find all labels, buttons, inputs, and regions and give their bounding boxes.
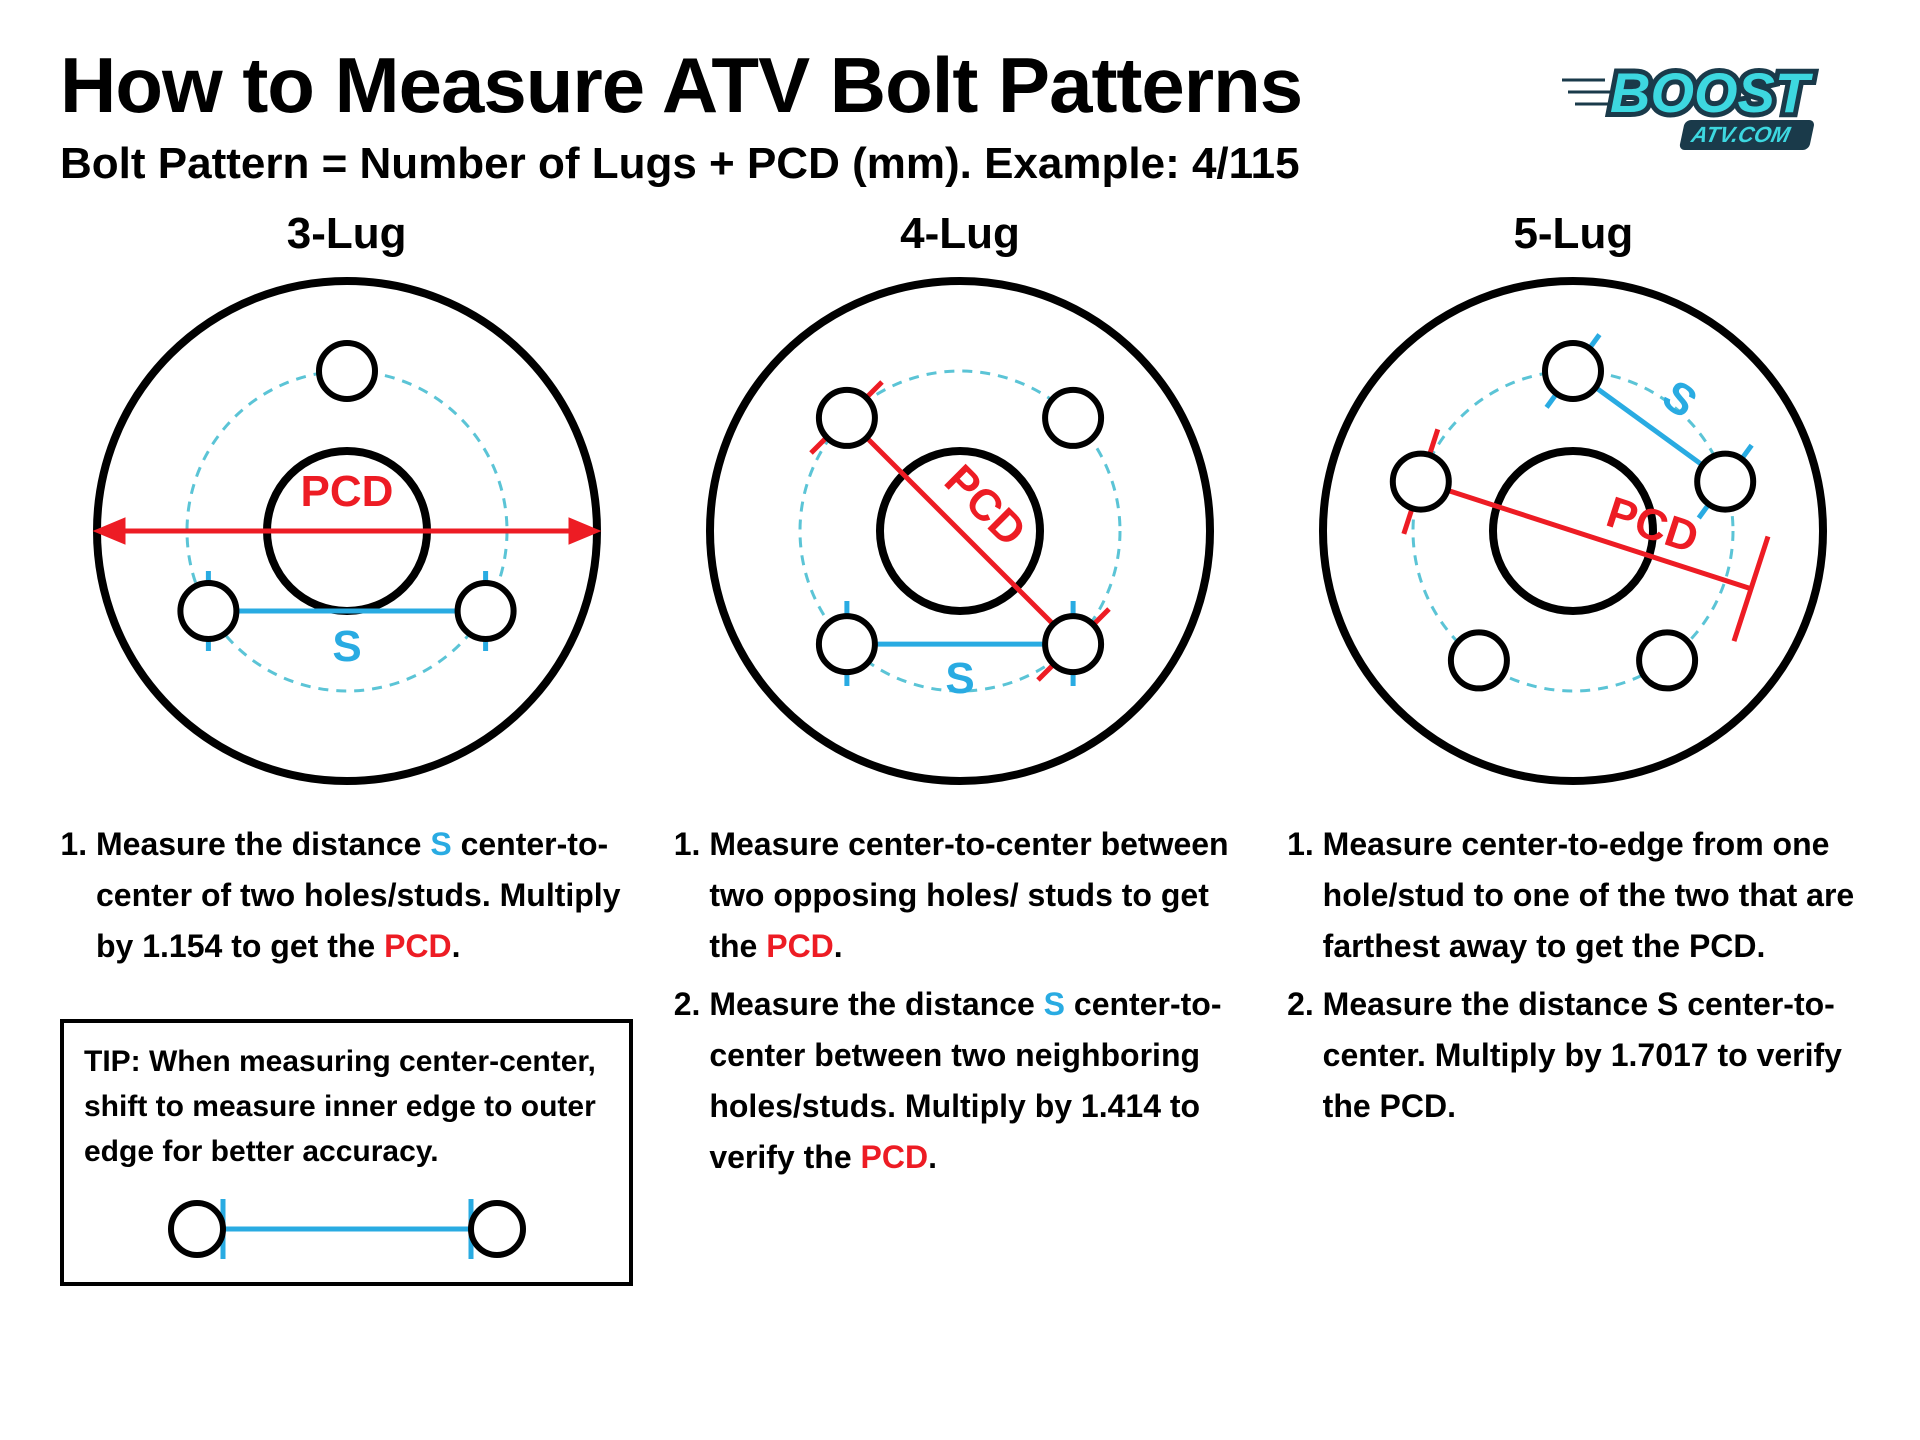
s-label-3lug: S (332, 622, 361, 671)
title-5lug: 5-Lug (1513, 209, 1633, 259)
lug-hole (457, 583, 513, 639)
header: How to Measure ATV Bolt Patterns Bolt Pa… (60, 40, 1860, 189)
s-label-5lug: S (1654, 371, 1707, 428)
title-3lug: 3-Lug (287, 209, 407, 259)
wheel-3lug: PCD S (87, 271, 607, 791)
col-5lug: 5-Lug PCD S (1287, 209, 1860, 1286)
lug-hole (1545, 343, 1601, 399)
instructions-5lug: Measure center-to-edge from one hole/stu… (1287, 819, 1860, 1138)
logo-main-text: BOOST (1610, 61, 1814, 124)
wheel-5lug: PCD S (1313, 271, 1833, 791)
list-3lug: Measure the distance S center-to-center … (60, 819, 633, 973)
instructions-3lug: Measure the distance S center-to-center … (60, 819, 633, 979)
pcd-label-4lug: PCD (935, 456, 1035, 556)
lug-hole (1639, 632, 1695, 688)
lug-hole (180, 583, 236, 639)
lug-hole (1698, 454, 1754, 510)
diagrams-row: 3-Lug PCD S Measure th (60, 209, 1860, 1286)
lug-hole (819, 390, 875, 446)
instructions-4lug: Measure center-to-center between two opp… (673, 819, 1246, 1189)
lug-hole (1045, 390, 1101, 446)
logo-sub-text: ATV.COM (1688, 122, 1792, 147)
col-3lug: 3-Lug PCD S Measure th (60, 209, 633, 1286)
pcd-arrow-3lug (99, 521, 595, 541)
page-subtitle: Bolt Pattern = Number of Lugs + PCD (mm)… (60, 139, 1560, 189)
tip-diagram (137, 1184, 557, 1274)
lug-hole (819, 616, 875, 672)
col-4lug: 4-Lug PCD S Mea (673, 209, 1246, 1286)
pcd-label-3lug: PCD (300, 467, 393, 516)
lug-hole (1451, 632, 1507, 688)
boost-atv-logo: BOOST BOOST ATV.COM (1560, 50, 1840, 165)
wheel-4lug: PCD S (700, 271, 1220, 791)
lug-hole (319, 343, 375, 399)
list-5lug: Measure center-to-edge from one hole/stu… (1287, 819, 1860, 1132)
list-4lug: Measure center-to-center between two opp… (673, 819, 1246, 1183)
s-label-4lug: S (945, 654, 974, 703)
lug-hole (1045, 616, 1101, 672)
page-title: How to Measure ATV Bolt Patterns (60, 40, 1560, 131)
lug-hole (1393, 454, 1449, 510)
tip-hole (471, 1203, 523, 1255)
tip-text: TIP: When measuring center-center, shift… (84, 1039, 609, 1174)
title-4lug: 4-Lug (900, 209, 1020, 259)
header-text: How to Measure ATV Bolt Patterns Bolt Pa… (60, 40, 1560, 189)
tip-hole (171, 1203, 223, 1255)
tip-box: TIP: When measuring center-center, shift… (60, 1019, 633, 1286)
